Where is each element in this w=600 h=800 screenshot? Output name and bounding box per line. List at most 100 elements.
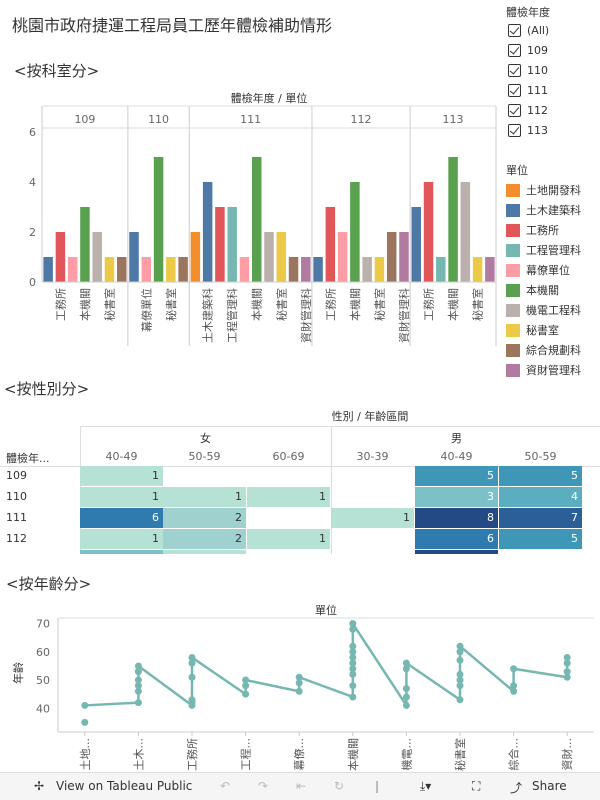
filter-option-label: 110 <box>527 64 548 77</box>
heatmap-cell: 1 <box>331 508 414 528</box>
redo-icon[interactable]: ↷ <box>258 779 269 793</box>
checkbox-checked-icon[interactable] <box>508 64 521 77</box>
heatmap-cell: 1 <box>163 487 246 507</box>
age-trend-line <box>84 619 569 710</box>
share-icon[interactable]: ⤴ <box>510 781 523 795</box>
data-point <box>349 682 357 690</box>
legend-item[interactable]: 綜合規劃科 <box>506 342 581 358</box>
x-tick-label: 綜合... <box>507 738 521 771</box>
legend-item[interactable]: 土地開發科 <box>506 182 581 198</box>
bar <box>301 257 311 282</box>
legend-item[interactable]: 秘書室 <box>506 322 559 338</box>
share-button[interactable]: Share <box>532 779 567 793</box>
legend-swatch <box>506 223 520 237</box>
legend-label: 幕僚單位 <box>526 264 570 277</box>
legend-swatch <box>506 203 520 217</box>
year-header: 110 <box>148 113 169 126</box>
filter-option[interactable]: 109 <box>508 44 548 57</box>
data-point <box>456 676 464 684</box>
year-header: 112 <box>351 113 372 126</box>
heatmap-cell: 1 <box>163 550 246 554</box>
x-tick-label: 工務所 <box>53 288 67 321</box>
y-tick-label: 60 <box>36 646 50 659</box>
refresh-icon[interactable]: ↻ <box>334 779 345 793</box>
y-tick-label: 6 <box>29 126 36 139</box>
bar <box>67 257 78 282</box>
undo-icon[interactable]: ↶ <box>220 779 231 793</box>
x-tick-label: 工務所 <box>185 738 199 771</box>
checkbox-checked-icon[interactable] <box>508 44 521 57</box>
data-point <box>349 659 357 667</box>
filter-option[interactable]: (All) <box>508 24 549 37</box>
bar <box>276 232 287 282</box>
data-point <box>188 659 196 667</box>
legend-item[interactable]: 工程管理科 <box>506 242 581 258</box>
divider <box>80 426 600 427</box>
checkbox-checked-icon[interactable] <box>508 104 521 117</box>
bar <box>362 257 372 282</box>
heatmap-cell: 4 <box>499 487 582 507</box>
filter-option-label: 113 <box>527 124 548 137</box>
legend-swatch <box>506 323 520 337</box>
age-header: 40-49 <box>440 450 473 463</box>
data-point <box>349 693 357 701</box>
revert-icon[interactable]: ⇤ <box>296 779 307 793</box>
heatmap-cell: 2 <box>163 529 246 549</box>
bar <box>485 257 495 282</box>
bar <box>215 207 225 282</box>
legend-item[interactable]: 資財管理科 <box>506 362 581 378</box>
bar <box>117 257 127 282</box>
y-axis-label: 年齡 <box>11 662 25 684</box>
y-tick-label: 40 <box>36 702 50 715</box>
data-point <box>134 682 142 690</box>
filter-option-label: 109 <box>527 44 548 57</box>
data-point <box>349 670 357 678</box>
heatmap-cell: 3 <box>415 487 498 507</box>
data-point <box>456 648 464 656</box>
age-chart-title: 單位 <box>315 603 337 617</box>
legend-item[interactable]: 幕僚單位 <box>506 262 570 278</box>
filter-option-label: 111 <box>527 84 548 97</box>
data-point <box>134 676 142 684</box>
legend-item[interactable]: 工務所 <box>506 222 559 238</box>
data-point <box>349 665 357 673</box>
row-label: 109 <box>6 469 27 482</box>
bar <box>448 157 458 282</box>
year-header: 111 <box>240 113 261 126</box>
row-label: 113 <box>6 553 27 554</box>
checkbox-checked-icon[interactable] <box>508 84 521 97</box>
data-point <box>402 659 410 667</box>
age-header: 30-39 <box>356 450 389 463</box>
year-header: 109 <box>74 113 95 126</box>
fullscreen-icon[interactable]: ⛶ <box>472 779 481 793</box>
data-point <box>81 701 89 709</box>
data-point <box>349 642 357 650</box>
legend-item[interactable]: 機電工程科 <box>506 302 581 318</box>
section-title-unit: <按科室分> <box>14 62 100 80</box>
data-point <box>402 665 410 673</box>
data-point <box>349 625 357 633</box>
bar <box>399 232 409 282</box>
data-point <box>510 682 518 690</box>
filter-option[interactable]: 112 <box>508 104 548 117</box>
section-title-age: <按年齡分> <box>6 575 92 593</box>
legend-item[interactable]: 土木建築科 <box>506 202 581 218</box>
bar <box>190 232 201 282</box>
checkbox-checked-icon[interactable] <box>508 124 521 137</box>
heatmap-cell: 5 <box>499 466 582 486</box>
filter-option[interactable]: 113 <box>508 124 548 137</box>
filter-option[interactable]: 111 <box>508 84 548 97</box>
download-icon[interactable]: ⤓▾ <box>420 779 432 793</box>
bar <box>436 257 446 282</box>
bar <box>472 257 483 282</box>
x-tick-label: 資財管理科 <box>397 288 411 343</box>
filter-option[interactable]: 110 <box>508 64 548 77</box>
view-on-tableau-link[interactable]: View on Tableau Public <box>56 779 193 793</box>
pause-icon[interactable]: ❙ <box>372 779 383 793</box>
legend-item[interactable]: 本機關 <box>506 282 559 298</box>
checkbox-checked-icon[interactable] <box>508 24 521 37</box>
heatmap-cell: 1 <box>80 529 163 549</box>
legend-label: 機電工程科 <box>526 304 581 317</box>
